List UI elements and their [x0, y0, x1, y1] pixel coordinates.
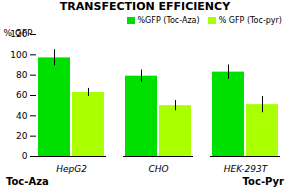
html-text:% GFP (Toc-pyr): % GFP (Toc-pyr) — [218, 15, 282, 25]
html-text:Toc-Aza: Toc-Aza — [6, 176, 49, 187]
svg-text:% GFP: % GFP — [4, 28, 34, 38]
html-text:Toc-Pyr: Toc-Pyr — [242, 176, 284, 187]
svg-text:40: 40 — [16, 111, 28, 121]
svg-text:HepG2: HepG2 — [56, 164, 87, 174]
svg-text:80: 80 — [16, 70, 28, 80]
svg-text:20: 20 — [16, 131, 28, 141]
svg-text:HEK-293T: HEK-293T — [224, 164, 269, 174]
html-text:TRANSFECTION EFFICIENCY: TRANSFECTION EFFICIENCY — [59, 0, 231, 13]
svg-text:100: 100 — [10, 50, 27, 60]
svg-text:0: 0 — [22, 151, 28, 161]
svg-text:60: 60 — [16, 90, 28, 100]
html-text:%GFP (Toc-Aza): %GFP (Toc-Aza) — [137, 15, 200, 25]
svg-text:CHO: CHO — [148, 164, 168, 174]
